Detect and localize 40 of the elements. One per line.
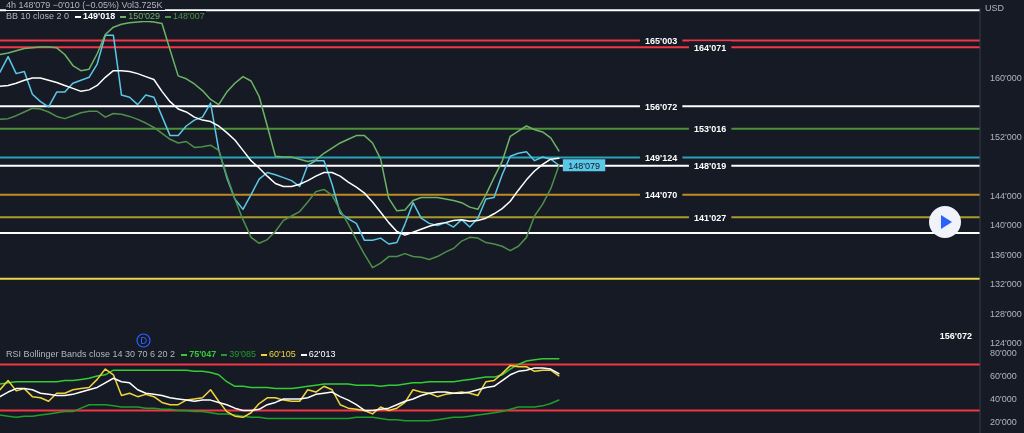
chart-title: RSI Bollinger Bands close 14 30 70 6 20 2: [6, 349, 178, 359]
line-series: [0, 20, 560, 212]
ref-line-label: 141'027: [694, 212, 727, 223]
ref-line-label: 149'124: [645, 153, 678, 164]
line-series: [0, 357, 560, 390]
legend-label: 149'018: [83, 11, 116, 21]
y-tick-label: 140'000: [990, 220, 1022, 231]
y-axis-title: USD: [985, 3, 1005, 14]
ref-line-label: 144'070: [645, 190, 678, 201]
ref-line-label: 148'019: [694, 161, 727, 172]
legend-label: 62'013: [308, 349, 336, 359]
y-tick-label: 136'000: [990, 249, 1022, 260]
ref-line-label: 153'016: [694, 124, 727, 135]
legend-label: 60'105: [269, 349, 296, 359]
y-tick-label: 132'000: [990, 279, 1022, 290]
legend-label: 150'029: [128, 11, 160, 21]
ref-line-label: 165'003: [645, 35, 678, 46]
data-label: 148'079: [568, 160, 600, 171]
line-series: [0, 399, 560, 422]
y-tick-label: 80'000: [990, 348, 1017, 359]
y-tick-label: 20'000: [990, 417, 1017, 428]
ref-line-label: 156'072: [645, 101, 678, 112]
ref-line-label: 164'071: [694, 42, 727, 53]
legend-label: 148'007: [173, 11, 205, 21]
chart-subtitle: BB 10 close 2 0: [6, 11, 72, 21]
legend-label: 39'085: [229, 349, 257, 359]
line-series: [0, 367, 560, 412]
y-tick-label: 124'000: [990, 338, 1022, 349]
line-series: [0, 107, 560, 269]
y-tick-label: 152'000: [990, 131, 1022, 142]
y-tick-label: 40'000: [990, 394, 1017, 405]
chart-title: 4h 148'079 −0'010 (−0.05%) Vol3.725K: [6, 0, 165, 10]
y-tick-label: 160'000: [990, 72, 1022, 83]
annotation: 156'072: [939, 331, 972, 342]
y-tick-label: 128'000: [990, 308, 1022, 319]
legend-label: 75'047: [189, 349, 217, 359]
y-tick-label: 144'000: [990, 190, 1022, 201]
line-series: [0, 364, 560, 419]
line-series: [0, 34, 560, 245]
y-tick-label: 60'000: [990, 371, 1017, 382]
